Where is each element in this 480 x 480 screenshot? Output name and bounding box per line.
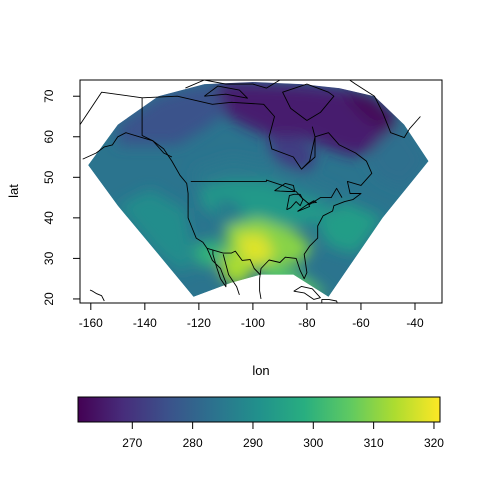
field-region-southwest xyxy=(193,238,226,267)
great-lakes-erie-ontario xyxy=(297,200,317,212)
y-tick-label: 30 xyxy=(42,251,56,265)
field-region-mexico-interior xyxy=(220,254,253,287)
x-tick-label: -140 xyxy=(133,316,157,330)
victoria-island xyxy=(204,85,248,99)
field-region-pacific xyxy=(117,189,194,275)
west-coast xyxy=(82,132,208,249)
field-region-texas-core xyxy=(236,234,275,267)
mexico-pacific-coast xyxy=(222,254,240,296)
y-tick-label: 50 xyxy=(42,170,56,184)
colorbar-tick-label: 310 xyxy=(364,436,384,450)
arctic-islands xyxy=(185,80,307,89)
x-tick-label: -40 xyxy=(406,316,424,330)
cuba xyxy=(293,285,321,300)
us-mexico-border xyxy=(206,247,261,276)
colorbar-tick-label: 280 xyxy=(183,436,203,450)
colorbar-axis: 270 280 290 300 310 320 xyxy=(122,422,444,450)
colorbar-tick-label: 270 xyxy=(122,436,142,450)
y-tick-label: 40 xyxy=(42,211,56,225)
hispaniola xyxy=(321,298,338,303)
field-region-atlantic-mid xyxy=(317,201,383,255)
x-axis: -160 -140 -120 -100 -80 -60 -40 xyxy=(79,303,424,330)
colorbar-tick-label: 320 xyxy=(424,436,444,450)
baja-california xyxy=(206,248,227,288)
field-region-hudson xyxy=(269,136,318,174)
x-tick-label: -120 xyxy=(187,316,211,330)
y-tick-label: 70 xyxy=(42,89,56,103)
north-american-coast xyxy=(80,91,373,299)
greenland-coast xyxy=(348,80,421,139)
great-lakes-michigan-huron xyxy=(286,193,304,211)
y-axis: 20 30 40 50 60 70 xyxy=(42,89,80,306)
x-tick-label: -60 xyxy=(352,316,370,330)
field-region-greenland xyxy=(344,88,397,133)
hudson-bay-east xyxy=(301,126,316,170)
great-lakes-superior xyxy=(274,182,296,192)
colorbar-tick-label: 290 xyxy=(243,436,263,450)
x-tick-label: -100 xyxy=(241,316,265,330)
y-tick-label: 20 xyxy=(42,292,56,306)
x-tick-label: -160 xyxy=(79,316,103,330)
field-region-northwest xyxy=(117,84,226,145)
baffin-island xyxy=(282,83,335,121)
map-lines xyxy=(80,80,421,303)
plot-frame xyxy=(79,79,443,304)
field-region-north-atlantic xyxy=(366,124,429,190)
hawaii xyxy=(89,289,105,302)
y-axis-title: lat xyxy=(6,184,21,198)
x-axis-title: lon xyxy=(252,363,269,378)
y-tick-label: 60 xyxy=(42,130,56,144)
colorbar-tick-label: 300 xyxy=(303,436,323,450)
x-tick-label: -80 xyxy=(298,316,316,330)
colorbar xyxy=(77,396,441,423)
temperature-field xyxy=(88,82,429,297)
